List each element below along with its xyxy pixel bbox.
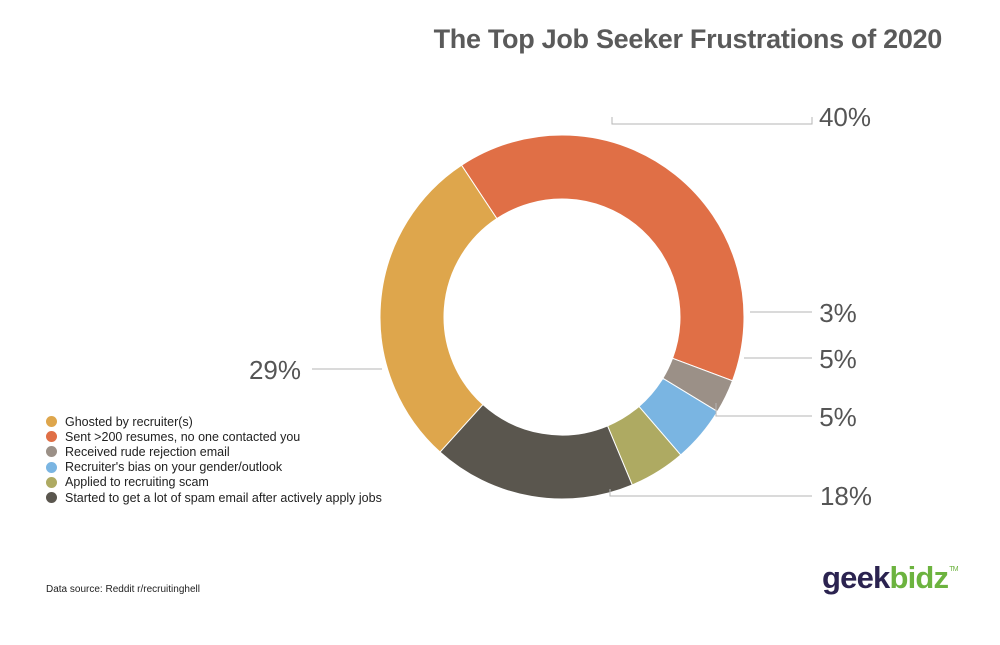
slice-percent-label: 18% [820, 481, 872, 511]
legend-swatch [46, 492, 57, 504]
donut-slice [379, 164, 498, 453]
legend-item: Sent >200 resumes, no one contacted you [46, 429, 382, 444]
legend-label: Recruiter's bias on your gender/outlook [65, 460, 283, 475]
slice-percent-label: 40% [819, 102, 871, 132]
legend-swatch [46, 476, 57, 488]
slice-percent-label: 29% [249, 355, 301, 385]
legend-swatch [46, 461, 57, 473]
legend-label: Applied to recruiting scam [65, 475, 209, 490]
logo-part-bidz: bidz [889, 560, 949, 595]
leader-lines [312, 117, 813, 497]
legend-item: Ghosted by recruiter(s) [46, 414, 382, 429]
legend-swatch [46, 416, 57, 428]
legend-swatch [46, 446, 57, 458]
slice-percent-label: 5% [819, 344, 857, 374]
legend-swatch [46, 431, 57, 443]
legend-label: Received rude rejection email [65, 444, 230, 459]
slice-percent-label: 3% [819, 298, 857, 328]
donut-slice [460, 134, 745, 382]
leader-line [611, 117, 813, 125]
data-source-note: Data source: Reddit r/recruitinghell [46, 584, 200, 595]
legend-item: Recruiter's bias on your gender/outlook [46, 460, 382, 475]
logo-trademark: TM [949, 566, 958, 573]
chart-title: The Top Job Seeker Frustrations of 2020 [433, 24, 943, 54]
leader-line [715, 403, 812, 417]
legend-label: Ghosted by recruiter(s) [65, 414, 193, 429]
legend: Ghosted by recruiter(s) Sent >200 resumes… [46, 414, 382, 505]
legend-item: Applied to recruiting scam [46, 475, 382, 490]
logo-part-geek: geek [822, 560, 890, 595]
slice-labels: 40% 3% 5% 5% 18% 29% [249, 102, 872, 511]
donut-slices [379, 134, 745, 500]
legend-label: Sent >200 resumes, no one contacted you [65, 429, 301, 444]
leader-line [609, 489, 812, 497]
slice-percent-label: 5% [819, 402, 857, 432]
geekbidz-logo: geekbidzTM [822, 560, 959, 596]
legend-item: Started to get a lot of spam email after… [46, 490, 382, 505]
legend-item: Received rude rejection email [46, 444, 382, 459]
legend-label: Started to get a lot of spam email after… [65, 490, 382, 505]
